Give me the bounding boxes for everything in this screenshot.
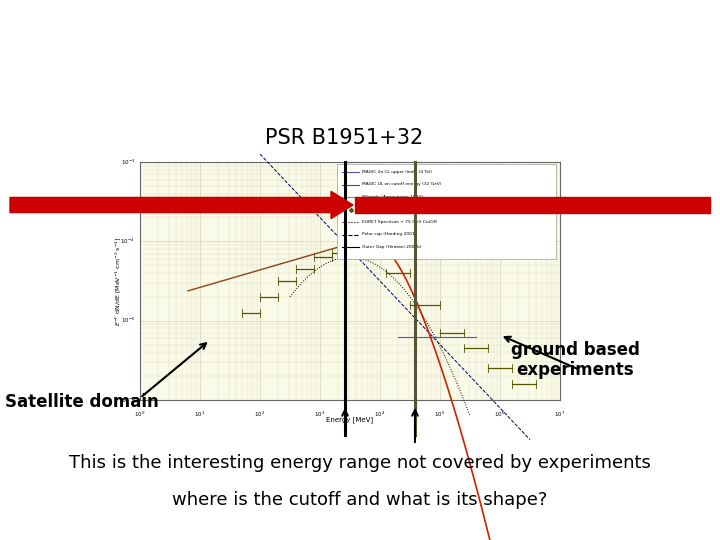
Text: $10^0$: $10^0$ — [135, 410, 145, 419]
Text: ground based
experiments: ground based experiments — [510, 341, 639, 380]
Bar — [355, 198, 710, 213]
Text: Energy [MeV]: Energy [MeV] — [326, 417, 374, 423]
Text: $10^6$: $10^6$ — [495, 410, 505, 419]
Text: Polar cap (Harding 2001): Polar cap (Harding 2001) — [362, 233, 417, 237]
Text: MAGIC 2σ CL upper limits (4 Tel): MAGIC 2σ CL upper limits (4 Tel) — [362, 170, 433, 174]
Text: $10^5$: $10^5$ — [434, 410, 446, 419]
Text: $10^{-5}$: $10^{-5}$ — [121, 316, 135, 325]
Text: EGRET (Fierro 1206): EGRET (Fierro 1206) — [362, 207, 406, 212]
Text: $10^3$: $10^3$ — [315, 410, 325, 419]
Text: $E^{-\Gamma}$ dN/dE [MeV$^{-1}$ cm$^{-2}$ s$^{-1}$]: $E^{-\Gamma}$ dN/dE [MeV$^{-1}$ cm$^{-2}… — [113, 236, 123, 326]
Text: This is the interesting energy range not covered by experiments: This is the interesting energy range not… — [69, 454, 651, 472]
Text: $10^2$: $10^2$ — [254, 410, 266, 419]
Text: $10^7$: $10^7$ — [554, 410, 566, 419]
Bar — [140, 162, 560, 400]
Text: $10^1$: $10^1$ — [194, 410, 206, 419]
Text: $10^4$: $10^4$ — [374, 410, 386, 419]
Text: $10^{-4}$: $10^{-4}$ — [120, 237, 135, 246]
Text: where is the cutoff and what is its shape?: where is the cutoff and what is its shap… — [172, 491, 548, 509]
Text: Satellite domain: Satellite domain — [5, 393, 158, 411]
Text: Outer Gap (Hirotani 2008b): Outer Gap (Hirotani 2008b) — [362, 245, 422, 249]
Text: $10^{-6}$: $10^{-6}$ — [120, 395, 135, 404]
Text: Whipple (Aminvanian 1992): Whipple (Aminvanian 1992) — [362, 195, 423, 199]
Text: EGRET Spectrum + 75 GeV CutOff: EGRET Spectrum + 75 GeV CutOff — [362, 220, 437, 224]
FancyArrow shape — [10, 191, 353, 219]
Text: $10^{-3}$: $10^{-3}$ — [120, 157, 135, 167]
Text: MAGIC UL on cutoff energy (32 GeV): MAGIC UL on cutoff energy (32 GeV) — [362, 183, 442, 186]
Text: PSR B1951+32: PSR B1951+32 — [265, 128, 423, 148]
Bar — [338, 164, 556, 259]
